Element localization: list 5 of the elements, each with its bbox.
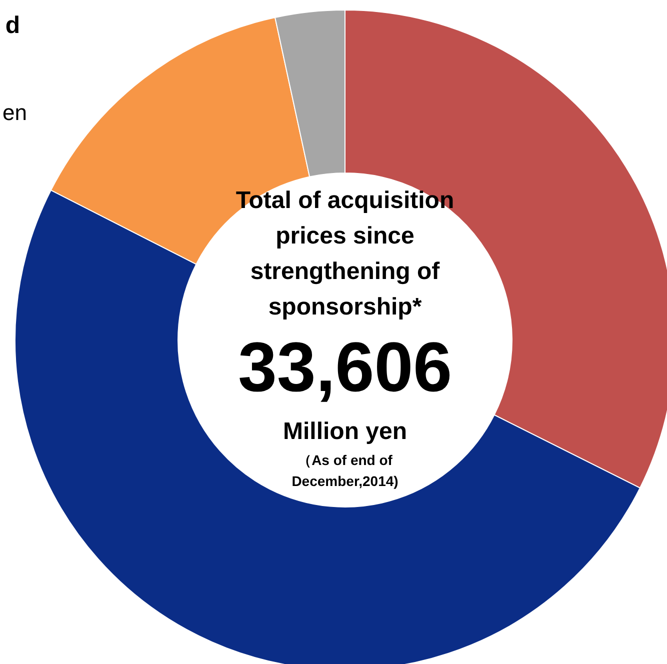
text: Million yen	[282, 418, 408, 445]
text: （As of end of December,2014)	[292, 452, 398, 489]
text: d	[5, 12, 20, 39]
text: en	[2, 100, 27, 125]
text: 33,606	[238, 328, 452, 406]
